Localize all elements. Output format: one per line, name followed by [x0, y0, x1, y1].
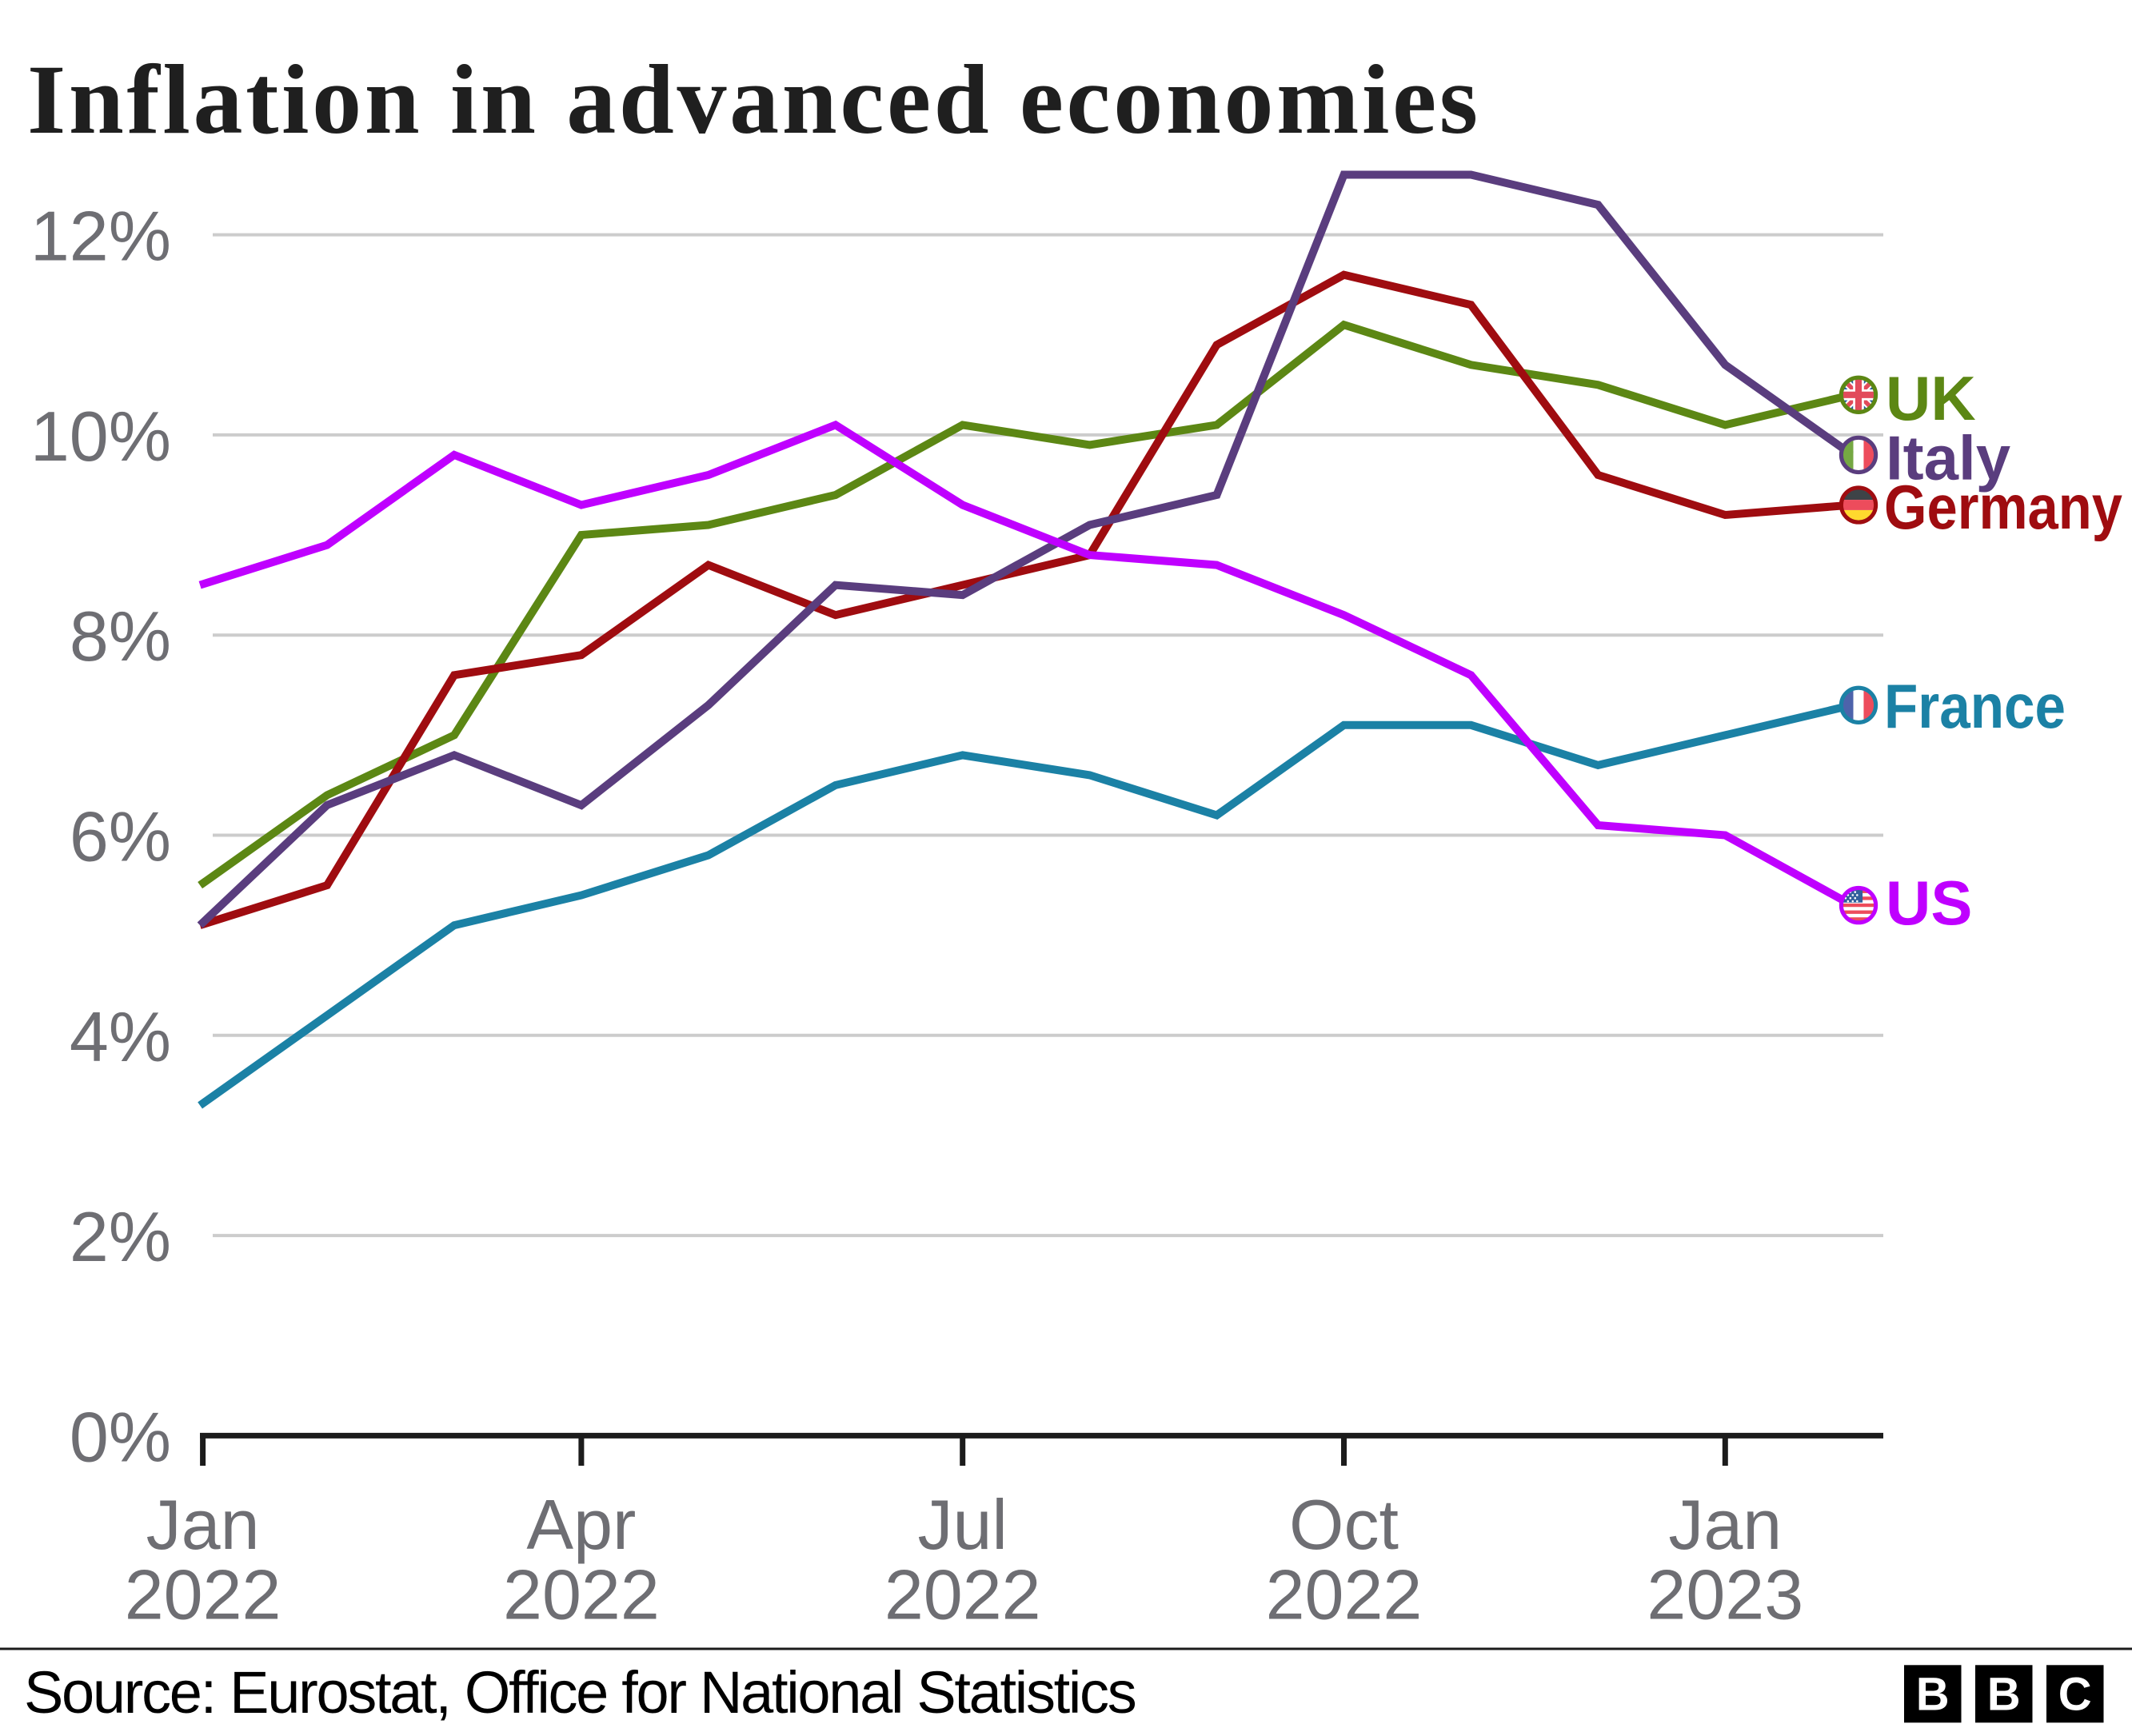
svg-text:France: France [1884, 671, 2066, 741]
svg-text:2022: 2022 [884, 1555, 1041, 1634]
svg-text:10%: 10% [30, 397, 171, 476]
svg-text:B: B [1987, 1668, 2021, 1720]
svg-text:Jan: Jan [146, 1485, 260, 1564]
svg-text:0%: 0% [70, 1397, 171, 1476]
svg-text:Italy: Italy [1886, 423, 2010, 493]
svg-text:2%: 2% [70, 1197, 171, 1276]
svg-text:8%: 8% [70, 597, 171, 676]
svg-text:2022: 2022 [1266, 1555, 1423, 1634]
svg-text:2023: 2023 [1647, 1555, 1803, 1634]
svg-text:UK: UK [1886, 363, 1976, 433]
svg-text:4%: 4% [70, 997, 171, 1076]
svg-text:12%: 12% [30, 197, 171, 276]
svg-text:Jul: Jul [917, 1485, 1008, 1564]
svg-text:2022: 2022 [125, 1555, 281, 1634]
svg-text:US: US [1886, 868, 1972, 938]
svg-text:B: B [1916, 1668, 1950, 1720]
svg-text:Oct: Oct [1289, 1485, 1399, 1564]
svg-text:6%: 6% [70, 797, 171, 876]
svg-text:2022: 2022 [503, 1555, 660, 1634]
svg-text:Source: Eurostat, Office for N: Source: Eurostat, Office for National St… [24, 1659, 1136, 1726]
svg-text:Inflation in advanced economie: Inflation in advanced economies [27, 45, 1478, 154]
svg-text:Germany: Germany [1884, 472, 2122, 542]
svg-text:C: C [2058, 1668, 2092, 1720]
svg-text:Apr: Apr [526, 1485, 636, 1564]
svg-text:Jan: Jan [1668, 1485, 1782, 1564]
